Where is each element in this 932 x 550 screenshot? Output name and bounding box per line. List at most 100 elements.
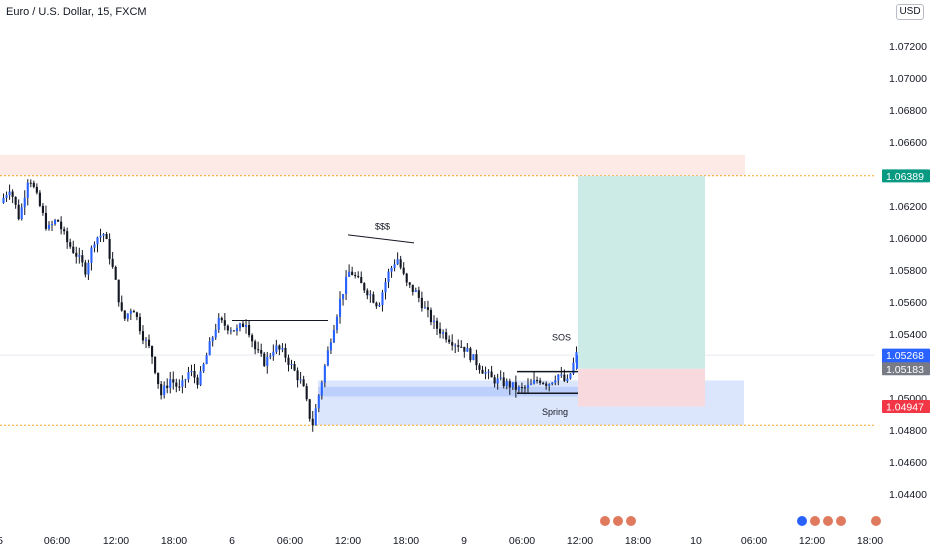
candle-body [508,381,511,388]
candle-body [320,382,323,396]
event-flag-icon[interactable] [625,515,637,527]
candle-body [217,317,220,330]
candle-body [187,372,190,380]
x-tick-label: 06:00 [277,535,303,547]
candle-body [490,371,493,378]
candle-body [387,271,390,283]
candle-body [545,383,548,386]
event-flag-icon[interactable] [809,515,821,527]
candle-body [14,196,17,205]
price-label-text: 1.06389 [886,171,924,183]
candle-body [299,379,302,381]
candle-body [536,380,539,382]
candle-body [363,283,366,291]
candle-body [520,387,523,389]
candle-body [569,373,572,379]
candle-body [281,347,284,350]
annotation-liquidity: $$$ [375,221,390,231]
candle-body [223,320,226,326]
price-label-text: 1.05268 [886,350,924,362]
event-flag-icon[interactable] [822,515,834,527]
candle-body [151,346,154,357]
candle-body [554,380,557,383]
currency-badge[interactable]: USD [896,4,924,20]
event-flag-icon[interactable] [796,515,808,527]
x-tick-label: 10 [690,535,702,547]
candle-body [66,231,69,243]
event-flag-icon[interactable] [599,515,611,527]
candle-body [20,207,23,220]
candle-body [511,382,514,388]
candle-body [254,341,257,350]
y-tick-label: 1.05400 [889,329,927,341]
candle-body [175,382,178,387]
candle-body [238,323,242,329]
candle-body [57,219,60,222]
candle-body [426,307,429,310]
y-tick-label: 1.04800 [889,425,927,437]
candle-body [305,386,308,400]
candle-body [335,316,339,330]
candle-body [284,347,287,358]
candle-body [341,294,345,299]
candle-body [432,320,436,323]
price-label-box [882,169,930,183]
candle-body [502,377,505,387]
candle-body [87,262,90,275]
candle-body [478,365,481,370]
candle-body [566,378,569,381]
candle-body [220,317,223,321]
candle-body [517,387,520,390]
candle-body [360,277,363,284]
candle-body [314,408,317,426]
demand-zone-core [318,386,594,397]
x-tick-label: 06:00 [44,535,70,547]
x-tick-label: 6 [229,535,235,547]
candle-body [399,259,402,268]
candle-body [311,418,314,426]
x-tick-label: 12:00 [799,535,825,547]
candle-body [454,345,457,347]
candle-body [47,224,51,229]
liquidity-line [347,234,415,244]
candle-body [11,191,14,197]
candle-body [248,325,251,336]
candle-body [505,381,508,387]
candle-body [529,383,533,385]
candle-body [523,387,527,389]
y-tick-label: 1.04400 [889,489,927,501]
candle-body [357,276,360,278]
x-tick-label: 12:00 [567,535,593,547]
y-tick-label: 1.07200 [889,41,927,53]
candle-body [69,242,72,247]
candle-body [184,379,187,381]
candle-body [241,323,245,327]
candle-body [435,320,439,329]
candle-body [50,224,54,226]
position-profit-zone [578,175,705,369]
candle-body [141,331,145,341]
candle-body [244,325,248,327]
candle-body [381,292,384,306]
y-tick-label: 1.06000 [889,233,927,245]
candle-body [211,337,214,342]
candle-body [23,197,26,208]
candle-body [123,310,126,319]
candle-body [29,182,32,184]
candle-body [147,339,151,347]
candle-body [53,219,57,225]
candle-body [157,372,160,385]
event-flag-icon[interactable] [835,515,847,527]
candle-body [72,246,75,253]
candle-body [8,191,11,196]
candle-body [375,302,378,307]
event-flag-icon[interactable] [612,515,624,527]
candle-body [466,348,469,352]
candle-body [411,284,414,292]
candle-body [469,348,472,361]
candle-body [460,346,463,348]
candle-body [414,290,417,292]
event-flag-icon[interactable] [870,515,882,527]
candle-body [111,258,114,267]
